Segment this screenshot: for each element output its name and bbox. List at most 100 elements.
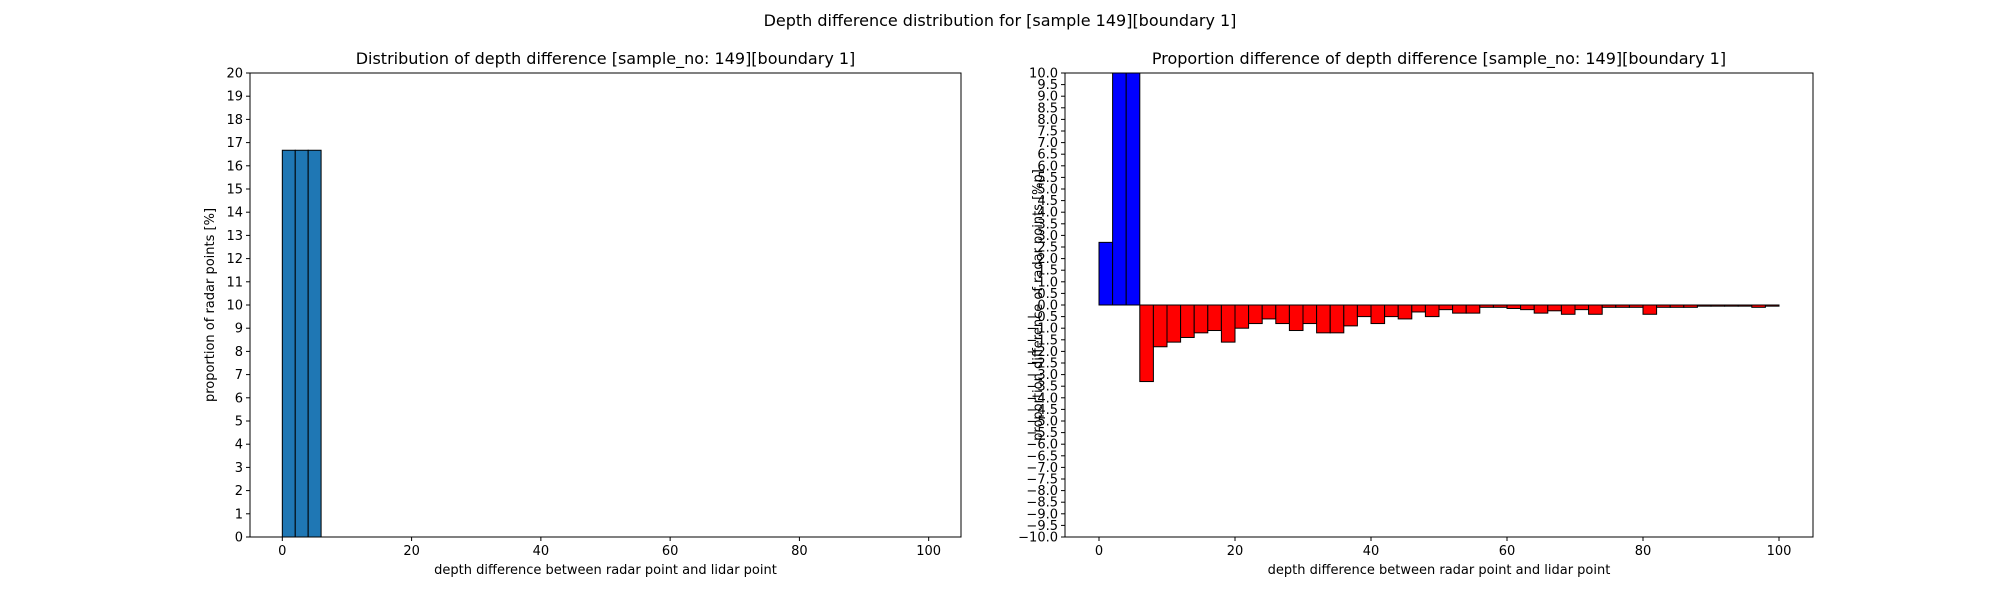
y-tick-label-3: −8.5 [1026, 496, 1058, 511]
bar-35 [1574, 304, 1590, 311]
y-tick-label-11: 11 [226, 275, 243, 290]
x-tick-label-4: 80 [1635, 544, 1652, 559]
y-tick-label-28: 4.0 [1037, 206, 1058, 221]
x-tick-label-3: 60 [662, 544, 679, 559]
bar-1 [1112, 72, 1127, 306]
y-tick-label-12: 12 [226, 252, 243, 267]
y-tick-label-3: 3 [235, 461, 243, 476]
y-tick-label-6: 6 [235, 391, 243, 406]
bar-31 [1520, 304, 1535, 311]
y-tick-label-9: 9 [235, 322, 243, 337]
y-tick-label-20: 20 [226, 67, 243, 82]
y-tick-label-0: −10.0 [1018, 531, 1058, 546]
x-tick-label-3: 60 [1499, 544, 1516, 559]
y-tick-label-35: 7.5 [1037, 125, 1058, 140]
bar-18 [1343, 304, 1358, 327]
bar-12 [1261, 304, 1277, 320]
y-tick-label-23: 1.5 [1037, 264, 1058, 279]
bar-39 [1628, 304, 1644, 308]
bar-42 [1669, 304, 1685, 308]
bar-17 [1329, 304, 1345, 334]
bar-33 [1547, 304, 1562, 312]
x-tick-label-1: 20 [1227, 544, 1244, 559]
x-tick-label-0: 0 [1095, 544, 1103, 559]
x-axis-label: depth difference between radar point and… [1268, 563, 1611, 578]
bar-45 [1710, 304, 1726, 307]
bar-34 [1560, 304, 1576, 315]
y-tick-label-11: −4.5 [1026, 403, 1058, 418]
y-tick-label-38: 9.0 [1037, 90, 1058, 105]
bar-2 [1125, 72, 1141, 306]
bar-43 [1683, 304, 1698, 308]
y-tick-label-14: 14 [226, 206, 243, 221]
bar-14 [1288, 304, 1304, 332]
y-tick-label-29: 4.5 [1037, 194, 1058, 209]
plot-frame [249, 72, 962, 538]
distribution-chart: 0 20 40 60 80 1000123456789101112131415161718… [203, 49, 962, 578]
bar-49 [1764, 304, 1780, 307]
y-tick-label-18: −1.0 [1026, 322, 1058, 337]
x-tick-label-5: 100 [916, 544, 941, 559]
y-tick-label-2: 2 [235, 484, 243, 499]
y-tick-label-21: 0.5 [1037, 287, 1058, 302]
y-tick-label-16: 16 [226, 159, 243, 174]
y-axis-label: proportion of radar points [%] [203, 208, 218, 402]
y-tick-label-13: −3.5 [1026, 380, 1058, 395]
x-tick-label-0: 0 [278, 544, 286, 559]
y-tick-label-7: −6.5 [1026, 449, 1058, 464]
y-tick-label-5: −7.5 [1026, 473, 1058, 488]
bar-3 [1139, 304, 1154, 383]
bar-26 [1452, 304, 1467, 314]
bar-46 [1724, 304, 1739, 307]
figure-suptitle: Depth difference distribution for [sampl… [764, 11, 1237, 30]
bar-27 [1465, 304, 1481, 314]
y-tick-label-40: 10.0 [1029, 67, 1058, 82]
bar-0 [281, 149, 296, 538]
y-tick-label-24: 2.0 [1037, 252, 1058, 267]
y-tick-label-12: −4.0 [1026, 391, 1058, 406]
bar-44 [1696, 304, 1712, 307]
x-tick-label-5: 100 [1767, 544, 1792, 559]
y-tick-label-32: 6.0 [1037, 159, 1058, 174]
y-tick-label-10: −5.0 [1026, 415, 1058, 430]
bar-29 [1492, 304, 1508, 308]
bar-7 [1193, 304, 1209, 334]
y-tick-label-31: 5.5 [1037, 171, 1058, 186]
y-tick-label-4: 4 [235, 438, 243, 453]
y-tick-label-30: 5.0 [1037, 183, 1058, 198]
bar-36 [1588, 304, 1603, 315]
bar-15 [1302, 304, 1318, 325]
y-tick-label-34: 7.0 [1037, 136, 1058, 151]
y-tick-label-0: 0 [235, 531, 243, 546]
y-tick-label-15: 15 [226, 183, 243, 198]
bar-19 [1356, 304, 1372, 318]
x-axis-label: depth difference between radar point and… [434, 563, 777, 578]
y-tick-label-2: −9.0 [1026, 507, 1058, 522]
y-tick-label-1: −9.5 [1026, 519, 1058, 534]
bar-16 [1316, 304, 1331, 334]
bar-1 [294, 149, 309, 538]
y-tick-label-20: 0.0 [1037, 299, 1058, 314]
y-tick-label-8: 8 [235, 345, 243, 360]
y-tick-label-10: 10 [226, 299, 243, 314]
bar-11 [1248, 304, 1263, 325]
y-tick-label-14: −3.0 [1026, 368, 1058, 383]
bar-9 [1220, 304, 1236, 343]
y-axis-label: proportion difference of radar points [%… [1031, 169, 1046, 441]
y-tick-label-8: −6.0 [1026, 438, 1058, 453]
x-tick-label-2: 40 [533, 544, 550, 559]
bar-40 [1642, 304, 1658, 315]
bar-48 [1751, 304, 1766, 308]
bar-2 [307, 149, 322, 538]
chart-title: Proportion difference of depth differenc… [1152, 49, 1726, 69]
bar-47 [1737, 304, 1753, 307]
y-tick-label-1: 1 [235, 507, 243, 522]
bar-13 [1275, 304, 1290, 325]
bar-32 [1533, 304, 1549, 314]
y-tick-label-5: 5 [235, 415, 243, 430]
y-tick-label-19: 19 [226, 90, 243, 105]
y-tick-label-27: 3.5 [1037, 217, 1058, 232]
y-tick-label-7: 7 [235, 368, 243, 383]
bar-4 [1152, 304, 1168, 348]
